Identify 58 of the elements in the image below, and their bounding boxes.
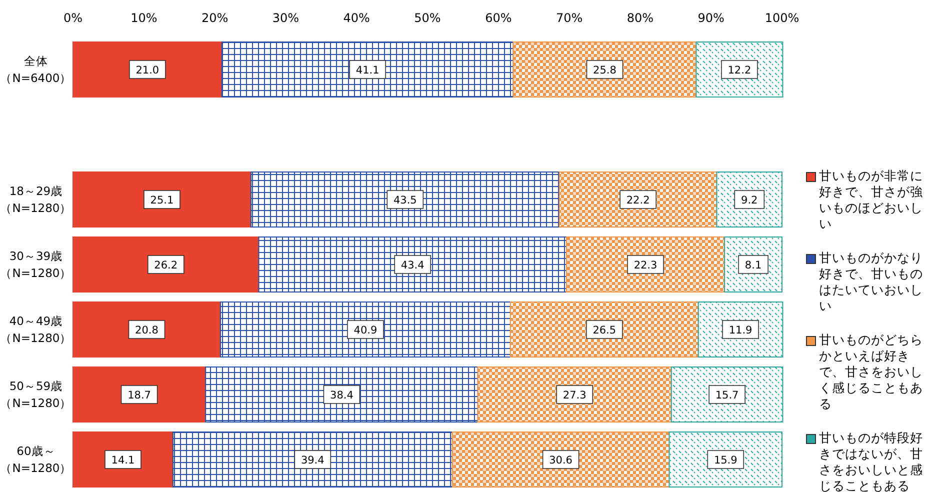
data-label: 11.9	[728, 324, 752, 336]
x-tick-label: 100%	[764, 11, 800, 25]
y-tick-label: 40～49歳（N=1280）	[0, 312, 72, 346]
bar	[566, 236, 726, 292]
bar	[72, 172, 252, 228]
y-tick-label: 50～59歳（N=1280）	[0, 378, 72, 412]
data-label: 12.2	[728, 64, 752, 76]
data-label: 40.9	[354, 324, 378, 336]
x-tick-label: 40%	[343, 11, 370, 25]
data-label: 43.4	[400, 260, 425, 272]
data-label: 25.1	[150, 194, 174, 206]
bar	[512, 42, 697, 98]
data-label: 18.7	[128, 390, 151, 402]
bar	[258, 236, 567, 292]
bar	[477, 366, 672, 422]
bar	[220, 302, 511, 358]
x-tick-label: 30%	[272, 11, 300, 25]
data-label: 30.6	[549, 454, 573, 466]
data-label: 8.1	[744, 260, 762, 272]
data-label: 43.5	[393, 194, 417, 206]
x-tick-label: 80%	[626, 11, 654, 25]
bar	[250, 172, 560, 228]
data-label: 9.2	[741, 194, 758, 206]
y-tick-label: 60歳～（N=1280）	[0, 442, 72, 476]
bar	[558, 172, 718, 228]
data-label: 25.8	[593, 64, 616, 76]
x-tick-label: 50%	[414, 11, 441, 25]
data-label: 41.1	[356, 64, 380, 76]
bar	[72, 42, 222, 98]
data-label: 15.7	[715, 390, 739, 402]
x-tick-label: 20%	[201, 11, 228, 25]
data-label: 39.4	[300, 454, 325, 466]
bar	[510, 302, 699, 358]
x-tick-label: 60%	[485, 11, 512, 25]
data-label: 22.2	[626, 194, 650, 206]
data-label: 21.0	[136, 64, 160, 76]
y-tick-label: 18～29歳（N=1280）	[0, 182, 72, 216]
data-label: 26.5	[592, 324, 616, 336]
data-label: 27.3	[562, 390, 586, 402]
x-tick-label: 10%	[130, 11, 158, 25]
data-label: 15.9	[714, 454, 738, 466]
bar	[205, 366, 478, 422]
bar	[72, 302, 221, 358]
bar	[172, 432, 453, 488]
data-label: 26.2	[154, 260, 178, 272]
x-tick-label: 0%	[63, 11, 83, 25]
data-label: 20.8	[135, 324, 158, 336]
data-label: 14.1	[111, 454, 135, 466]
bar	[72, 366, 206, 422]
bar	[72, 236, 260, 292]
y-tick-label: 全体（N=6400）	[0, 52, 72, 86]
x-tick-label: 70%	[556, 11, 583, 25]
bar	[221, 42, 514, 98]
x-tick-label: 90%	[698, 11, 724, 25]
data-label: 38.4	[330, 390, 354, 402]
y-tick-label: 30～39歳（N=1280）	[0, 248, 72, 282]
data-label: 22.3	[634, 260, 658, 272]
bar	[452, 432, 670, 488]
